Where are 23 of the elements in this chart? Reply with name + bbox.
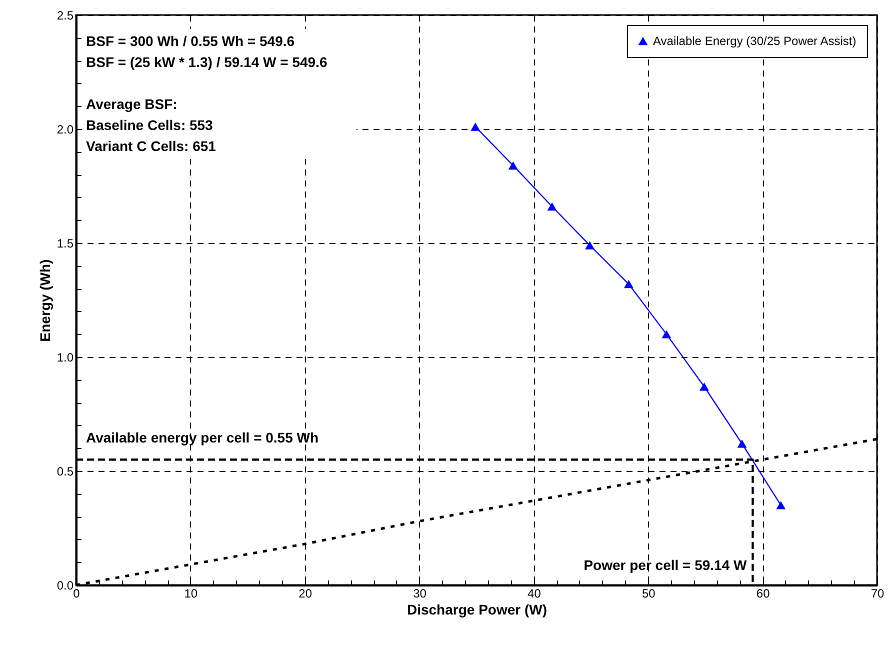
y-tick-label: 0.5	[56, 464, 74, 478]
y-tick-label: 1.5	[56, 236, 74, 250]
annotation: BSF = (25 kW * 1.3) / 59.14 W = 549.6	[86, 54, 328, 70]
x-tick-label: 0	[73, 586, 80, 600]
legend-label: Available Energy (30/25 Power Assist)	[653, 34, 856, 48]
annotation: Variant C Cells: 651	[86, 138, 216, 154]
annotation: Average BSF:	[86, 96, 178, 112]
x-tick-label: 20	[298, 586, 312, 600]
annotation: BSF = 300 Wh / 0.55 Wh = 549.6	[86, 33, 295, 49]
y-axis-title: Energy (Wh)	[36, 259, 53, 342]
y-tick-label: 2.5	[56, 8, 74, 22]
x-tick-label: 60	[756, 586, 770, 600]
x-tick-label: 10	[184, 586, 198, 600]
x-tick-label: 70	[870, 586, 884, 600]
x-tick-label: 40	[528, 586, 542, 600]
annotation: Baseline Cells: 553	[86, 117, 214, 133]
y-tick-label: 0.0	[56, 578, 74, 592]
y-tick-label: 2.0	[56, 122, 74, 136]
annotation: Available energy per cell = 0.55 Wh	[86, 430, 319, 446]
x-tick-label: 30	[413, 586, 427, 600]
x-tick-label: 50	[642, 586, 656, 600]
x-axis-title: Discharge Power (W)	[406, 602, 548, 618]
y-tick-label: 1.0	[56, 350, 74, 364]
